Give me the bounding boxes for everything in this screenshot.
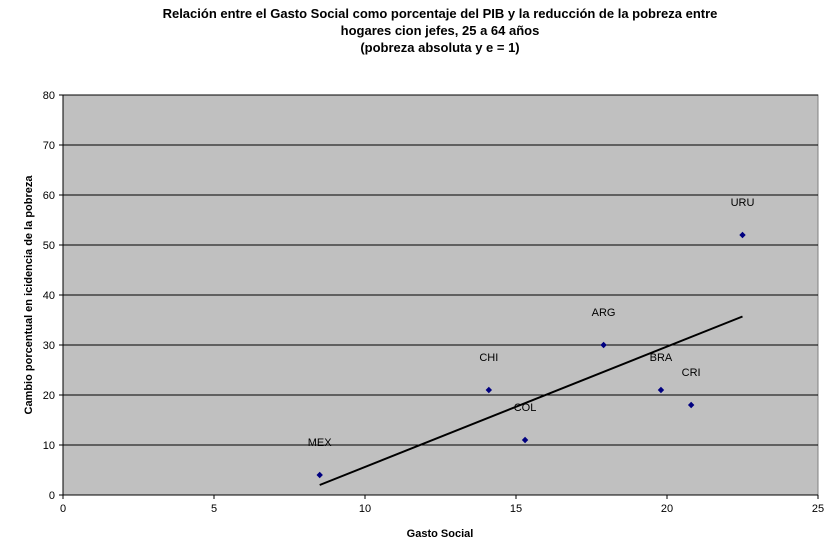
data-point-mex [316,471,323,479]
y-tick-label-40: 40 [43,290,55,302]
chart-title-line-1: Relación entre el Gasto Social como porc… [163,6,718,21]
data-points: MEX CHI COL ARG BRA CRI URU [308,197,755,479]
y-axis-title: Cambio porcentual en icidencia de la pob… [23,175,35,415]
y-tick-label-30: 30 [43,340,55,352]
x-tick-label-25: 25 [812,503,824,515]
y-tick-label-10: 10 [43,440,55,452]
x-tick-label-20: 20 [661,503,673,515]
data-point-arg [600,341,607,349]
data-point-uru [739,231,746,239]
chart-title-line-3: (pobreza absoluta y e = 1) [360,40,519,55]
point-label-chi: CHI [479,352,498,364]
x-tick-label-15: 15 [510,503,522,515]
data-point-col [521,436,529,444]
chart-title-line-2: hogares cion jefes, 25 a 64 años [341,23,540,38]
y-tick-label-50: 50 [43,240,55,252]
axes: 0 10 20 30 40 50 60 70 80 0 5 10 15 20 25 [43,90,824,515]
x-axis-title: Gasto Social [407,528,474,540]
point-label-cri: CRI [682,367,701,379]
trendline [319,315,743,486]
point-label-arg: ARG [592,307,616,319]
y-tick-label-80: 80 [43,90,55,102]
data-point-chi [485,386,493,394]
trendline-layer [319,315,743,486]
y-tick-label-60: 60 [43,190,55,202]
y-tick-label-0: 0 [49,490,55,502]
y-tick-label-70: 70 [43,140,55,152]
gridlines [63,94,818,446]
data-point-bra [657,386,665,394]
x-tick-label-5: 5 [211,503,217,515]
data-point-cri [687,401,695,409]
x-tick-label-0: 0 [60,503,66,515]
point-label-bra: BRA [650,352,673,364]
point-label-uru: URU [731,197,755,209]
y-tick-label-20: 20 [43,390,55,402]
x-tick-label-10: 10 [359,503,371,515]
point-label-mex: MEX [308,437,333,449]
point-label-col: COL [514,402,537,414]
